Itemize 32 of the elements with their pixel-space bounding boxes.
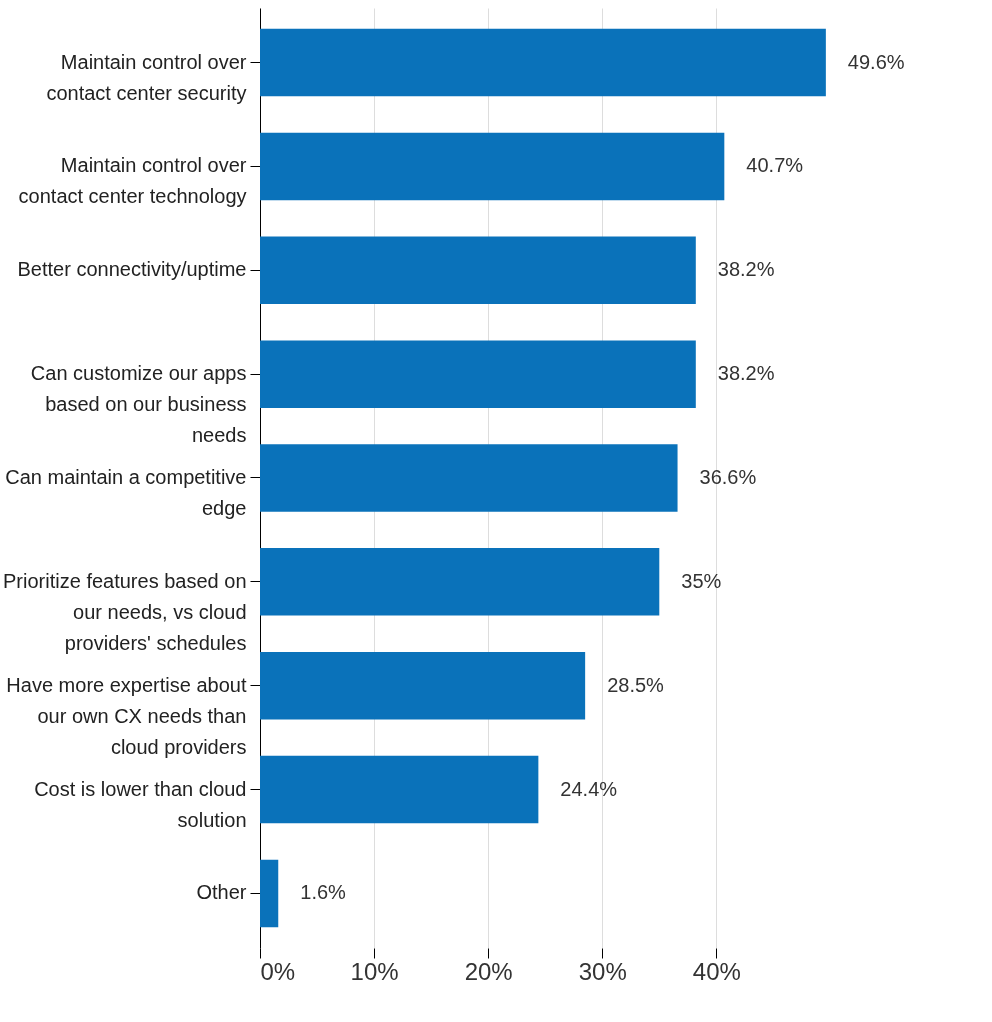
bar [260, 548, 660, 616]
bar [260, 132, 725, 201]
y-tick-label: Maintain control over contact center technology [18, 154, 247, 208]
bar [260, 444, 678, 512]
y-tick-label: Other [196, 881, 247, 904]
bar [260, 651, 586, 720]
x-tick-label: 10% [350, 957, 399, 985]
data-label: 38.2% [717, 258, 775, 281]
bar [260, 859, 279, 928]
data-label: 35% [681, 569, 722, 592]
y-tick-label: Better connectivity/uptime [17, 258, 247, 281]
data-label: 24.4% [560, 777, 618, 800]
bar [260, 755, 539, 824]
x-tick-label: 30% [578, 957, 627, 985]
y-tick-label: Can customize our apps based on our business needs [30, 362, 247, 447]
bar [260, 236, 696, 305]
x-tick-label: 0% [260, 957, 296, 985]
x-tick-label: 40% [692, 957, 741, 985]
y-tick-label: Can maintain a competitive edge [5, 466, 247, 519]
data-label: 49.6% [847, 50, 905, 73]
data-label: 38.2% [717, 362, 775, 385]
data-label: 36.6% [699, 466, 757, 488]
bar [260, 28, 826, 97]
data-label: 1.6% [300, 881, 347, 904]
bar [260, 340, 696, 408]
x-tick-label: 20% [464, 957, 513, 985]
y-tick-label: Prioritize features based on our needs, vs cloud providers' schedules [3, 569, 247, 654]
y-tick-label: Have more expertise about our own CX needs than cloud providers [6, 673, 247, 758]
data-label: 28.5% [607, 673, 665, 696]
y-tick-label: Cost is lower than cloud solution [34, 777, 247, 831]
y-tick-label: Maintain control over contact center security [46, 50, 247, 104]
data-label: 40.7% [746, 154, 804, 177]
